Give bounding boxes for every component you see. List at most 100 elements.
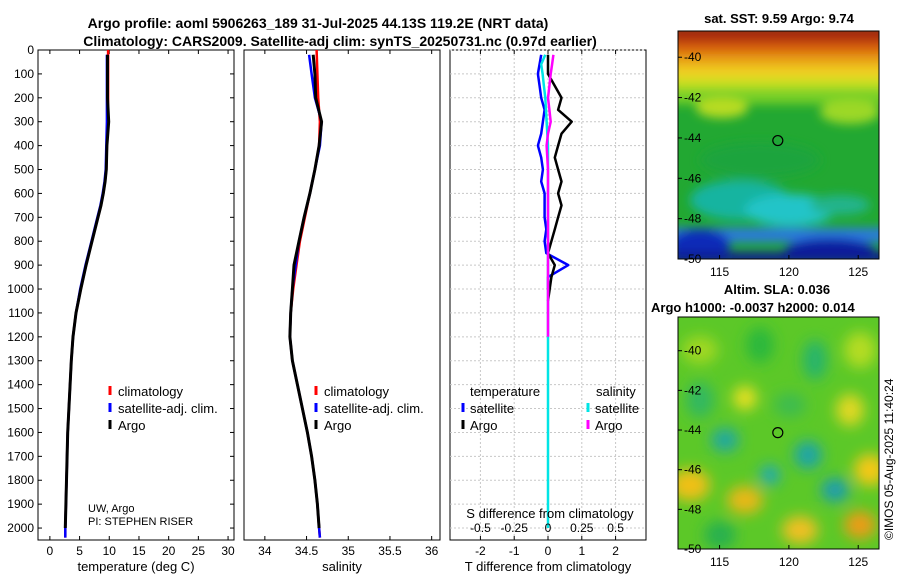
map-x-tick-label: 125 [848, 265, 868, 279]
salinity-panel: 34 34.5 35 35.5 36 salinity climatology satel… [243, 49, 441, 574]
map-y-tick-label: -42 [684, 383, 702, 397]
y-tick-label: 400 [14, 139, 34, 153]
map-x-tick-label: 115 [710, 555, 729, 569]
difference-xlabel: T difference from climatology [465, 559, 632, 574]
sla-map-frame [677, 316, 880, 550]
series-line-argo [63, 54, 111, 529]
x-tick-label: -2 [475, 544, 486, 558]
y-tick-label: 100 [14, 67, 34, 81]
salinity-xlabel: salinity [322, 559, 362, 574]
figure-title-line1: Argo profile: aoml 5906263_189 31-Jul-20… [88, 15, 549, 31]
sla-map-title: Altim. SLA: 0.036 [724, 282, 830, 297]
x-tick-label: 35.5 [378, 544, 402, 558]
x-tick-label: 34 [258, 544, 272, 558]
legend-label: climatology [324, 384, 390, 399]
y-tick-label: 600 [14, 186, 34, 200]
y-tick-label: 500 [14, 163, 34, 177]
difference-xlabel-salinity: S difference from climatology [466, 506, 634, 521]
x-tick-label: 20 [162, 544, 176, 558]
series-line-argo [288, 54, 324, 529]
y-tick-label: 1000 [7, 282, 34, 296]
y-tick-label: 1200 [7, 330, 34, 344]
map-x-tick-label: 120 [779, 265, 799, 279]
legend-label: satellite-adj. clim. [324, 401, 424, 416]
legend-label: Argo [324, 418, 351, 433]
sla-map-image [678, 317, 879, 549]
map-x-tick-label: 120 [779, 555, 799, 569]
x-tick-label: 5 [76, 544, 83, 558]
salinity-plot-frame [243, 49, 441, 541]
y-tick-label: 1100 [8, 306, 34, 320]
map-y-tick-label: -46 [684, 463, 702, 477]
y-tick-label: 300 [14, 115, 34, 129]
map-y-tick-label: -44 [684, 131, 702, 145]
x-tick-label: 0 [47, 544, 54, 558]
sst-map-frame [677, 30, 880, 260]
map-x-tick-label: 125 [848, 555, 868, 569]
map-y-tick-label: -40 [684, 50, 702, 64]
map-y-tick-label: -50 [684, 252, 702, 266]
x-tick-label: 2 [612, 544, 619, 558]
legend-label: satellite-adj. clim. [118, 401, 218, 416]
x-tick-label: 15 [132, 544, 146, 558]
institution-label: UW, Argo [88, 503, 134, 515]
series-line-t-satellite [536, 54, 570, 289]
legend-label: satellite [595, 401, 639, 416]
x-tick-label: 10 [103, 544, 117, 558]
temperature-xlabel: temperature (deg C) [77, 559, 194, 574]
y-tick-label: 900 [14, 258, 34, 272]
y-tick-label: 1300 [7, 354, 34, 368]
map-y-tick-label: -40 [684, 344, 702, 358]
y-tick-label: 1800 [7, 473, 34, 487]
x2-tick-label: 0.5 [607, 521, 624, 535]
series-line-s-argo [545, 54, 555, 337]
map-x-tick-label: 115 [710, 265, 729, 279]
difference-panel: -2 -1 0 1 2 T difference from climatology S … [449, 49, 647, 574]
map-y-tick-label: -44 [684, 423, 702, 437]
legend-title-temperature: temperature [470, 384, 540, 399]
x-tick-label: 30 [221, 544, 235, 558]
y-tick-label: 2000 [7, 521, 34, 535]
series-line-t-argo [546, 54, 573, 302]
legend-label: climatology [118, 384, 184, 399]
legend-label: satellite [470, 401, 514, 416]
sst-argo-marker [772, 134, 784, 147]
x2-tick-label: 0 [545, 521, 552, 535]
x-tick-label: 25 [192, 544, 206, 558]
sst-map-image [678, 31, 879, 259]
sla-argo-marker [772, 427, 784, 439]
x-tick-label: -1 [509, 544, 520, 558]
sst-map-panel: sat. SST: 9.59 Argo: 9.74 [677, 11, 880, 279]
temperature-panel: 0100200300400500600700800900100011001200… [7, 43, 646, 574]
y-tick-label: 700 [14, 210, 34, 224]
legend-label: Argo [118, 418, 145, 433]
map-y-tick-label: -48 [684, 212, 702, 226]
x2-tick-label: 0.25 [570, 521, 594, 535]
x-tick-label: 36 [425, 544, 439, 558]
x-tick-label: 0 [545, 544, 552, 558]
legend-label: Argo [595, 418, 622, 433]
map-y-tick-label: -48 [684, 502, 702, 516]
x2-tick-label: -0.25 [501, 521, 529, 535]
legend-title-salinity: salinity [596, 384, 636, 399]
map-y-tick-label: -46 [684, 171, 702, 185]
sla-map-subtitle: Argo h1000: -0.0037 h2000: 0.014 [651, 300, 856, 315]
temperature-plot-frame [37, 49, 235, 541]
x-tick-label: 35 [342, 544, 356, 558]
y-tick-label: 0 [27, 43, 34, 57]
map-y-tick-label: -50 [684, 542, 702, 556]
y-tick-label: 800 [14, 234, 34, 248]
figure-title-line2: Climatology: CARS2009. Satellite-adj cli… [83, 33, 597, 49]
x-tick-label: 34.5 [295, 544, 319, 558]
sla-map-panel: Altim. SLA: 0.036 Argo h1000: -0.0037 h2… [651, 282, 880, 569]
legend-label: Argo [470, 418, 497, 433]
x-tick-label: 1 [578, 544, 585, 558]
y-tick-label: 1600 [7, 425, 34, 439]
imos-credit: ©IMOS 05-Aug-2025 11:40:24 [882, 378, 896, 540]
y-tick-label: 1700 [7, 449, 34, 463]
y-tick-label: 1400 [7, 378, 34, 392]
x2-tick-label: -0.5 [470, 521, 491, 535]
sst-map-title: sat. SST: 9.59 Argo: 9.74 [704, 11, 855, 26]
y-tick-label: 1900 [7, 497, 34, 511]
